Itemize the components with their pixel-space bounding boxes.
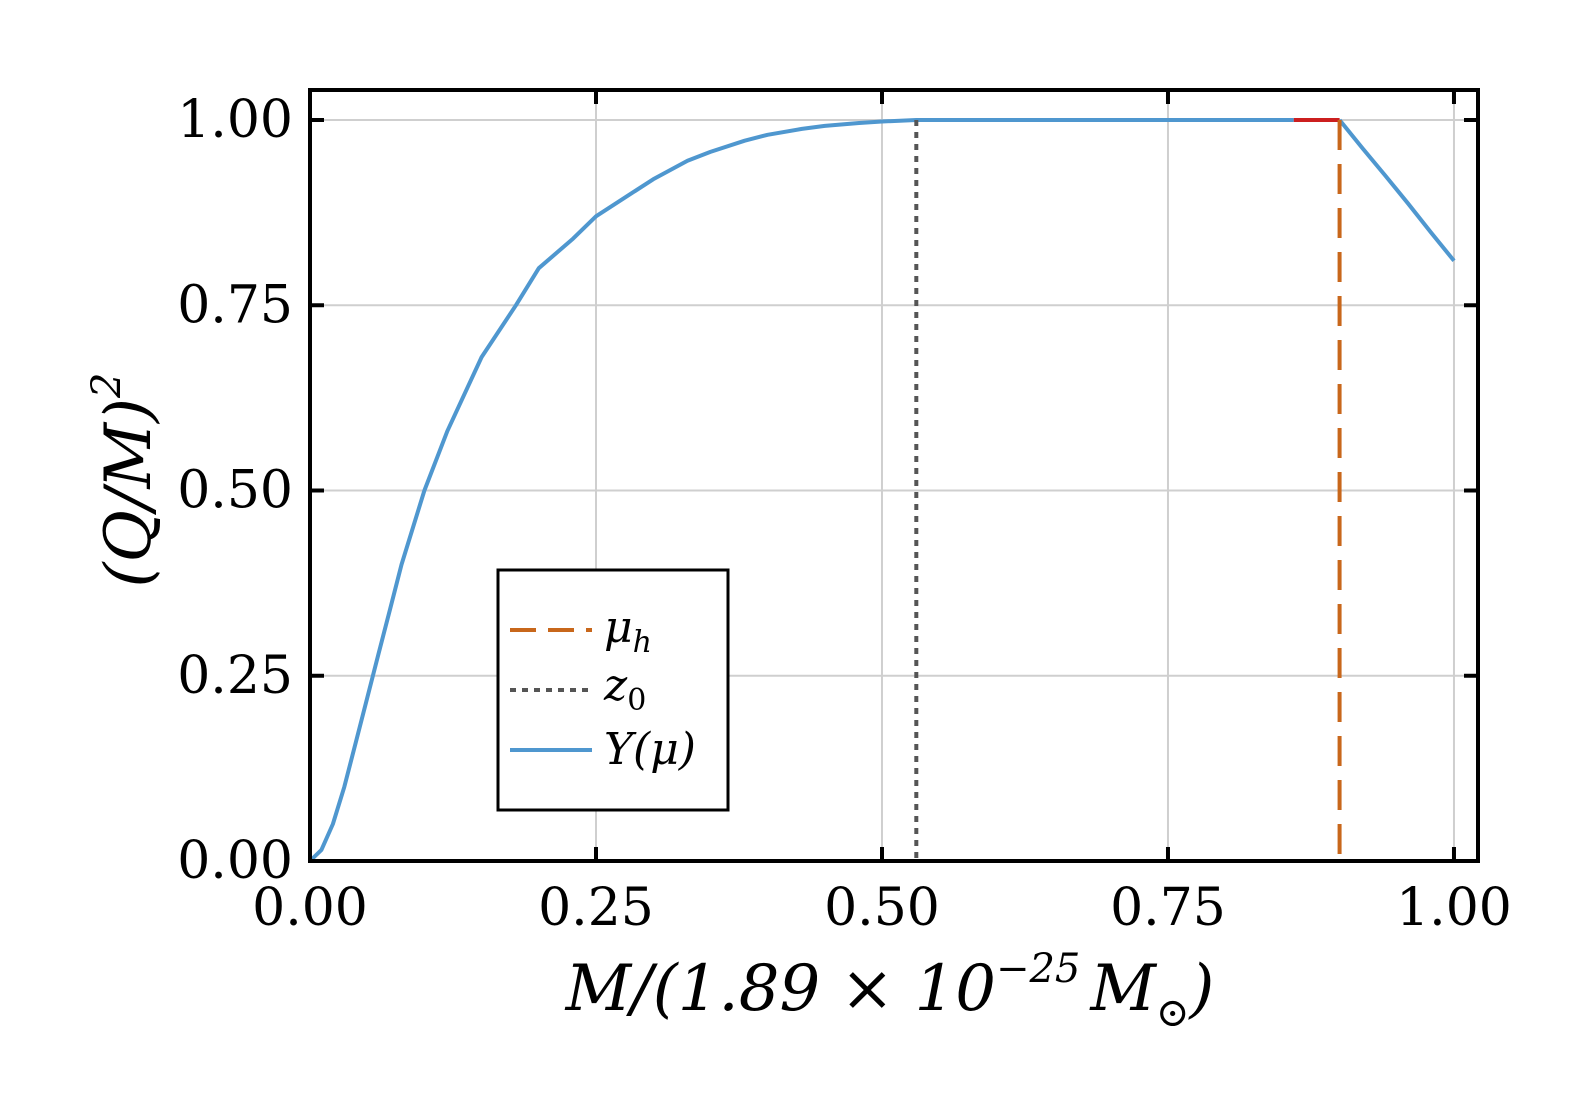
legend: μh z0 Y(μ) xyxy=(496,568,730,812)
legend-label-mu-h-sub: h xyxy=(633,625,652,660)
legend-label-z0-sub: 0 xyxy=(627,683,646,718)
y-tick-label: 1.00 xyxy=(177,90,293,150)
x-axis-title-main: M/(1.89 × 10 xyxy=(565,952,996,1026)
x-tick-label: 0.25 xyxy=(538,878,654,938)
legend-label-mu-h: μh xyxy=(604,602,652,660)
grid xyxy=(309,90,1478,862)
y-axis-title: (Q/M)2 xyxy=(84,373,166,588)
x-tick-label: 0.75 xyxy=(1110,878,1226,938)
plot-frame xyxy=(308,88,1480,863)
x-axis-title-sub: ⊙ xyxy=(1156,990,1190,1036)
y-tick-label: 0.50 xyxy=(177,461,293,521)
y-tick-label: 0.25 xyxy=(177,646,293,706)
x-tick-label: 1.00 xyxy=(1396,878,1512,938)
legend-label-y-mu: Y(μ) xyxy=(604,724,696,775)
y-axis-title-main: (Q/M) xyxy=(92,398,166,588)
tick-labels: 0.00 0.25 0.50 0.75 1.00 0.00 0.25 0.50 0.75 1.00 xyxy=(177,90,1512,938)
x-axis-title-close: ) xyxy=(1187,952,1214,1026)
y-tick-label: 0.75 xyxy=(177,275,293,335)
series-line-0 xyxy=(308,118,1294,863)
vline-layer xyxy=(914,120,1342,861)
legend-label-z0: z0 xyxy=(603,660,646,718)
legend-label-mu-h-main: μ xyxy=(604,602,633,653)
legend-label-z0-main: z xyxy=(603,660,628,711)
ticks xyxy=(308,90,1478,863)
x-axis-title-exp: −25 xyxy=(996,946,1080,992)
x-tick-label: 0.00 xyxy=(252,878,368,938)
y-axis-title-exp: 2 xyxy=(84,373,130,399)
series-layer xyxy=(308,118,1456,863)
x-axis-title: M/(1.89 × 10−25 M⊙) xyxy=(565,946,1215,1036)
x-tick-label: 0.50 xyxy=(824,878,940,938)
y-tick-label: 0.00 xyxy=(177,831,293,891)
series-line-2 xyxy=(1338,118,1456,263)
x-axis-title-tail: M xyxy=(1089,952,1157,1026)
